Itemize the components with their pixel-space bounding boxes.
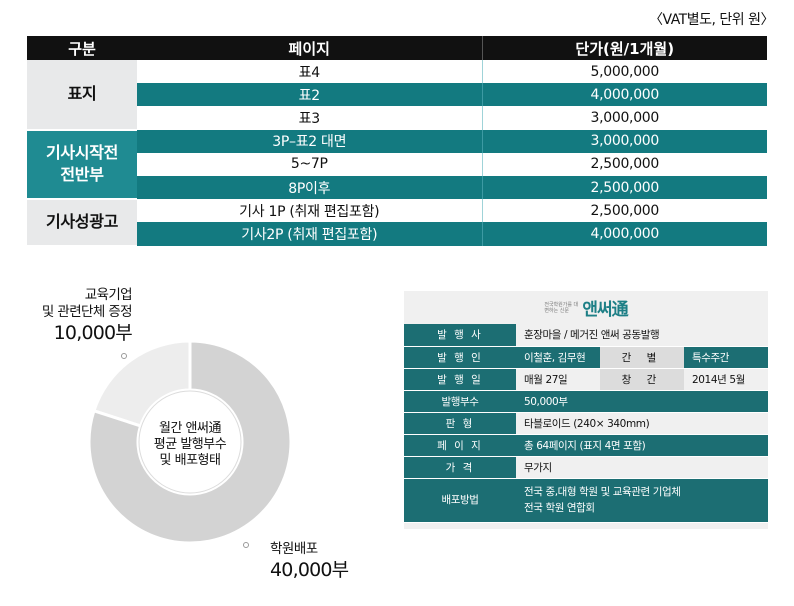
info-row-pages: 페 이 지 총 64페이지 (표지 4면 포함) — [404, 434, 768, 457]
info-value: 매월 27일 — [516, 368, 600, 391]
segment-academy-value: 40,000부 — [270, 559, 349, 581]
leader-dot-icon — [121, 353, 127, 359]
price-cell: 5,000,000 — [481, 60, 767, 84]
info-value: 훈장마을 / 메거진 앤써 공동발행 — [516, 324, 768, 347]
info-row-price: 가 격 무가지 — [404, 456, 768, 479]
group-advertorial: 기사성광고 — [27, 199, 137, 247]
info-key: 판 형 — [404, 412, 516, 435]
price-cell: 2,500,000 — [481, 199, 767, 223]
segment-label-academy: 학원배포 40,000부 — [270, 540, 349, 582]
donut-svg — [87, 339, 293, 545]
page-cell: 표4 — [298, 64, 320, 81]
info-value: 2014년 5월 — [684, 368, 768, 391]
info-row-distribution: 배포방법 전국 중,대형 학원 및 교육관련 기업체 전국 학원 연합회 — [404, 478, 768, 523]
page-cell: 표3 — [298, 110, 320, 127]
group-front-section: 기사시작전 전반부 — [27, 129, 137, 201]
price-table: 구분 페이지 단가(원/1개월) 표지 표4 5,000,000 표2 4,00… — [27, 36, 767, 247]
donut-segment-gift — [92, 339, 192, 428]
info-table: 발 행 사 훈장마을 / 메거진 앤써 공동발행 발 행 인 이철훈, 김무현 … — [404, 324, 768, 523]
logo-wordmark: 앤써通 — [582, 300, 628, 320]
donut-center-label: 월간 앤써通 평균 발행부수 및 배포형태 — [153, 421, 227, 468]
group-cover: 표지 — [27, 60, 137, 131]
price-table-header: 구분 페이지 단가(원/1개월) — [27, 36, 767, 60]
info-subkey: 간 별 — [600, 346, 684, 369]
price-cell: 4,000,000 — [481, 83, 767, 107]
leader-dot-icon — [243, 542, 249, 548]
distribution-donut — [87, 339, 293, 545]
table-row: 5~7P 2,500,000 — [27, 152, 767, 176]
distribution-line-1: 전국 중,대형 학원 및 교육관련 기업체 — [524, 486, 681, 498]
header-page: 페이지 — [137, 36, 482, 60]
info-key: 가 격 — [404, 456, 516, 479]
info-key: 발 행 사 — [404, 324, 516, 347]
header-price: 단가(원/1개월) — [481, 36, 767, 60]
page-cell: 기사 1P (취재 편집포함) — [239, 203, 380, 220]
segment-gift-value: 10,000부 — [53, 322, 133, 344]
info-key: 발 행 인 — [404, 346, 516, 369]
segment-gift-name: 교육기업 및 관련단체 증정 — [41, 287, 133, 320]
segment-label-gift: 교육기업 및 관련단체 증정 10,000부 — [22, 287, 133, 345]
table-row: 기사성광고 기사 1P (취재 편집포함) 2,500,000 — [27, 199, 767, 247]
info-row-date: 발 행 일 매월 27일 창 간 2014년 5월 — [404, 368, 768, 391]
info-key: 페 이 지 — [404, 434, 516, 457]
info-value: 타블로이드 (240× 340mm) — [516, 412, 768, 435]
table-row: 표지 표4 5,000,000 — [27, 60, 767, 131]
table-row: 표3 3,000,000 — [27, 106, 767, 130]
info-key: 발 행 일 — [404, 368, 516, 391]
price-cell: 2,500,000 — [481, 175, 767, 200]
info-value: 전국 중,대형 학원 및 교육관련 기업체 전국 학원 연합회 — [516, 478, 768, 523]
publication-info-card: 전국학원가를 대변하는 신문 앤써通 발 행 사 훈장마을 / 메거진 앤써 공… — [404, 291, 768, 529]
table-row: 기사시작전 전반부 3P–표2 대면 3,000,000 — [27, 129, 767, 201]
info-value: 총 64페이지 (표지 4면 포함) — [516, 434, 768, 457]
price-cell: 3,000,000 — [481, 106, 767, 130]
page-cell: 8P이후 — [137, 175, 482, 200]
price-cell: 2,500,000 — [481, 152, 767, 176]
info-value: 특수주간 — [684, 346, 768, 369]
price-cell: 4,000,000 — [481, 222, 767, 246]
info-row-format: 판 형 타블로이드 (240× 340mm) — [404, 412, 768, 435]
logo-tagline: 전국학원가를 대변하는 신문 — [544, 301, 579, 314]
info-subkey: 창 간 — [600, 368, 684, 391]
page-cell: 표2 — [137, 83, 482, 107]
donut-segment-academy — [87, 339, 293, 545]
page-cell: 기사2P (취재 편집포함) — [137, 222, 482, 246]
table-row: 기사2P (취재 편집포함) 4,000,000 — [27, 222, 767, 246]
price-cell: 3,000,000 — [481, 129, 767, 153]
info-value: 무가지 — [516, 456, 768, 479]
donut-hole — [138, 390, 242, 494]
card-logo: 전국학원가를 대변하는 신문 앤써通 — [404, 291, 768, 324]
info-row-publisher: 발 행 사 훈장마을 / 메거진 앤써 공동발행 — [404, 324, 768, 347]
table-row: 표2 4,000,000 — [27, 83, 767, 107]
info-row-issuer: 발 행 인 이철훈, 김무현 간 별 특수주간 — [404, 346, 768, 369]
info-key: 배포방법 — [404, 478, 516, 523]
header-category: 구분 — [27, 36, 137, 60]
vat-note: 〈VAT별도, 단위 원〉 — [649, 12, 774, 28]
table-row: 8P이후 2,500,000 — [27, 175, 767, 200]
page-cell: 5~7P — [290, 156, 328, 173]
info-key: 발행부수 — [404, 390, 516, 413]
info-value: 이철훈, 김무현 — [516, 346, 600, 369]
info-value: 50,000부 — [516, 390, 768, 413]
segment-academy-name: 학원배포 — [270, 541, 318, 557]
distribution-line-2: 전국 학원 연합회 — [524, 502, 595, 514]
page-cell: 3P–표2 대면 — [137, 129, 482, 153]
info-row-copies: 발행부수 50,000부 — [404, 390, 768, 413]
